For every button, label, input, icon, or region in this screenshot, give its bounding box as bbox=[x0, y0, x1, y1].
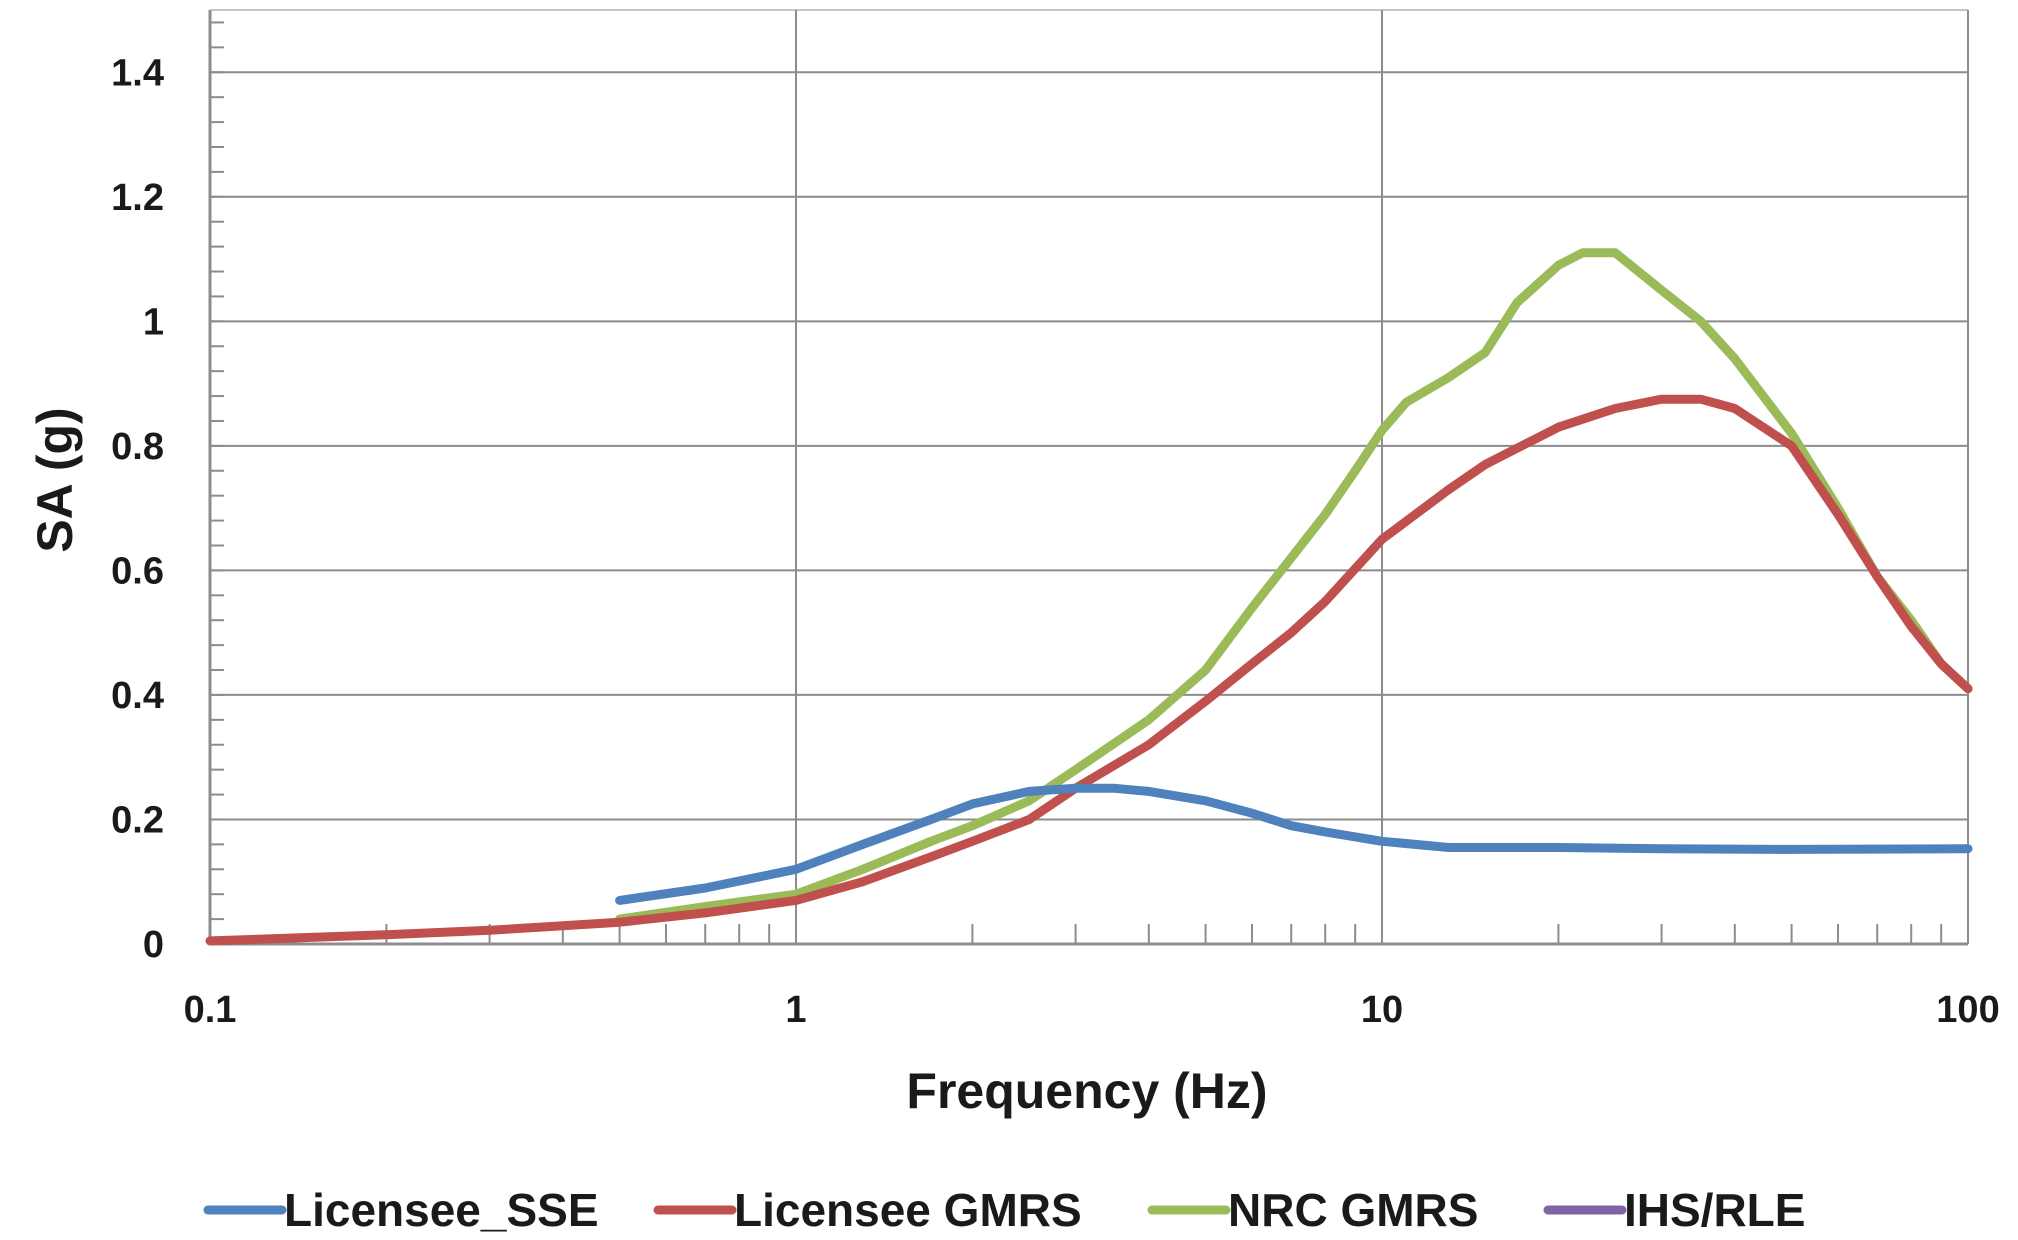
major-gridlines bbox=[210, 10, 1968, 944]
legend: Licensee_SSE Licensee GMRS NRC GMRS IHS/RLE bbox=[208, 1184, 1805, 1236]
x-axis-title: Frequency (Hz) bbox=[906, 1063, 1267, 1119]
x-tick-label: 0.1 bbox=[184, 989, 237, 1031]
series-layer bbox=[210, 253, 1968, 941]
legend-label: Licensee_SSE bbox=[284, 1184, 599, 1236]
x-tick-labels: 0.1 1 10 100 bbox=[184, 989, 2000, 1031]
x-tick-label: 100 bbox=[1936, 989, 1999, 1031]
axis-tick-marks bbox=[210, 22, 1941, 944]
y-tick-label: 1 bbox=[143, 301, 164, 343]
x-tick-label: 10 bbox=[1361, 989, 1403, 1031]
y-tick-label: 1.4 bbox=[111, 52, 164, 94]
y-tick-label: 0.8 bbox=[111, 426, 164, 468]
legend-label: Licensee GMRS bbox=[734, 1184, 1082, 1236]
y-tick-label: 0.4 bbox=[111, 675, 164, 717]
legend-label: NRC GMRS bbox=[1228, 1184, 1478, 1236]
y-axis-title: SA (g) bbox=[27, 407, 83, 552]
y-tick-label: 0.6 bbox=[111, 550, 164, 592]
y-tick-labels: 0 0.2 0.4 0.6 0.8 1 1.2 1.4 bbox=[111, 52, 164, 966]
y-tick-label: 1.2 bbox=[111, 177, 164, 219]
series-line-1 bbox=[210, 399, 1968, 941]
x-tick-label: 1 bbox=[785, 989, 806, 1031]
y-tick-label: 0 bbox=[143, 924, 164, 966]
y-tick-label: 0.2 bbox=[111, 799, 164, 841]
legend-label: IHS/RLE bbox=[1624, 1184, 1805, 1236]
